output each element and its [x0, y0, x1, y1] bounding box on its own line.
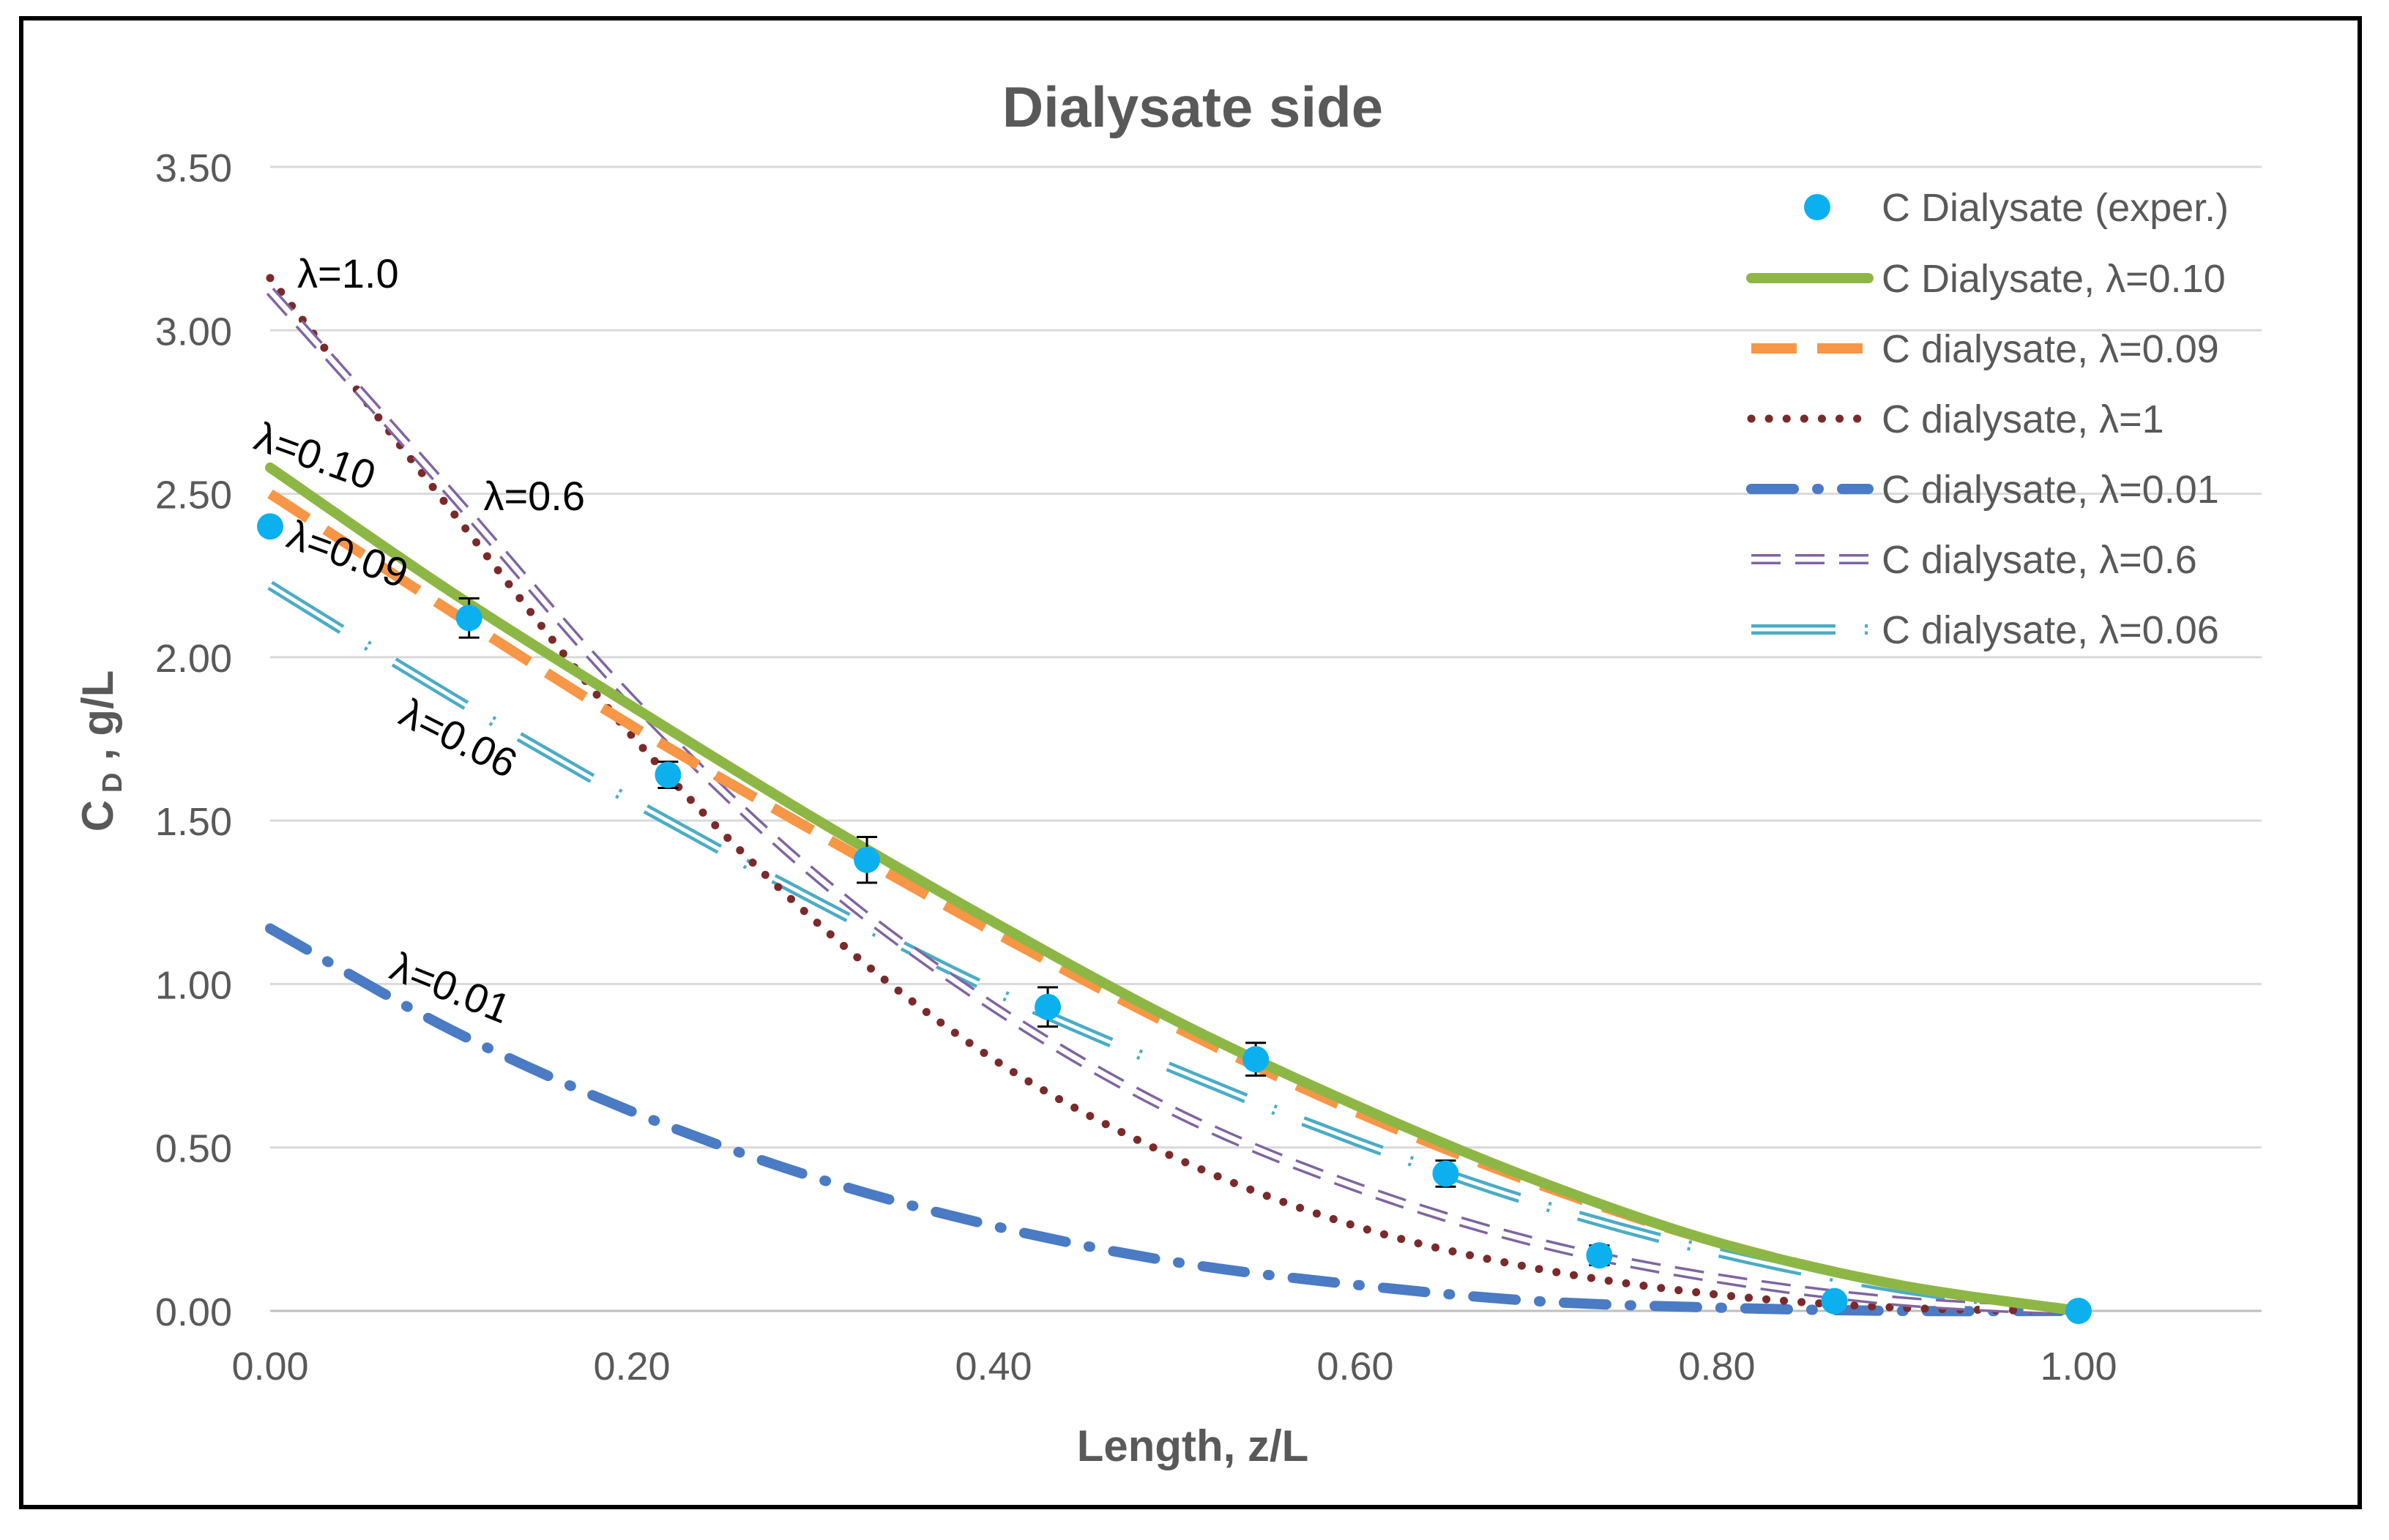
- data-point: [455, 605, 482, 632]
- annotation-label: λ=0.10: [249, 413, 381, 498]
- x-tick-label: 0.40: [955, 1345, 1032, 1388]
- series-line-1: [267, 489, 2080, 1316]
- chart-title: Dialysate side: [1002, 75, 1383, 139]
- annotation-label: λ=0.6: [483, 473, 585, 519]
- legend-item-1: C dialysate, λ=0.09: [1751, 327, 2219, 371]
- x-tick-labels: 0.00 0.20 0.40 0.60 0.80 1.00: [231, 1345, 2117, 1388]
- annotation-label: λ=1.0: [297, 250, 399, 296]
- series-4: [266, 288, 2079, 1316]
- series-line-4: [266, 288, 2079, 1316]
- gridlines: [270, 165, 2262, 1312]
- series-5: [267, 580, 2079, 1316]
- y-tick-label: 1.50: [155, 800, 232, 844]
- x-tick-label: 0.00: [231, 1345, 308, 1388]
- series-line-5: [267, 580, 2079, 1316]
- series-line-4-inner: [268, 289, 2079, 1314]
- data-point: [1432, 1160, 1459, 1187]
- y-tick-label: 2.50: [155, 474, 232, 517]
- x-tick-label: 0.80: [1678, 1345, 1755, 1388]
- y-tick-label: 2.00: [155, 637, 232, 681]
- y-axis-label-main: C: [73, 800, 122, 831]
- y-axis-label: CD , g/L: [73, 670, 128, 832]
- series-line-3: [265, 923, 2084, 1317]
- legend-label: C dialysate, λ=0.6: [1882, 538, 2197, 582]
- data-point: [854, 846, 881, 873]
- legend-item-5: C dialysate, λ=0.06: [1751, 608, 2219, 652]
- x-tick-label: 1.00: [2040, 1345, 2117, 1388]
- series-line-2: [266, 274, 2083, 1315]
- legend-item-3: C dialysate, λ=0.01: [1746, 468, 2219, 512]
- legend-label: C Dialysate (exper.): [1882, 186, 2229, 230]
- data-point: [655, 761, 682, 788]
- data-point: [1035, 993, 1062, 1020]
- x-axis-label: Length, z/L: [1077, 1421, 1309, 1470]
- y-tick-label: 1.00: [155, 963, 232, 1007]
- legend-item-2: C dialysate, λ=1: [1747, 397, 2164, 441]
- y-axis-label-sub: D: [97, 773, 128, 793]
- x-tick-label: 0.60: [1316, 1345, 1393, 1388]
- y-tick-label: 0.00: [155, 1290, 232, 1334]
- legend-item-0: C Dialysate, λ=0.10: [1746, 257, 2226, 301]
- legend-label: C dialysate, λ=0.09: [1882, 327, 2219, 371]
- legend-label: C dialysate, λ=1: [1882, 397, 2164, 441]
- legend-label: C Dialysate, λ=0.10: [1882, 257, 2226, 301]
- legend-label: C dialysate, λ=0.01: [1882, 468, 2219, 512]
- series-2: [266, 274, 2083, 1315]
- series-1: [267, 489, 2080, 1316]
- y-axis-label-rest: , g/L: [73, 670, 122, 773]
- y-tick-labels: 0.00 0.50 1.00 1.50 2.00 2.50 3.00 3.50: [155, 146, 232, 1334]
- y-tick-label: 0.50: [155, 1127, 232, 1171]
- experimental-points: [257, 513, 2092, 1324]
- chart-frame: Dialysate side 0.00 0.50 1.00 1.50 2.00 2.50 3…: [19, 16, 2362, 1509]
- legend-item-experimental: C Dialysate (exper.): [1804, 186, 2229, 230]
- legend: C Dialysate (exper.) C Dialysate, λ=0.10 C…: [1746, 186, 2229, 652]
- legend-label: C dialysate, λ=0.06: [1882, 608, 2219, 652]
- data-point: [1821, 1287, 1848, 1315]
- x-tick-label: 0.20: [593, 1345, 670, 1388]
- legend-marker-point: [1804, 194, 1830, 220]
- series-line-5-inner: [269, 583, 2079, 1313]
- series-line-0: [265, 462, 2084, 1316]
- annotation-label: λ=0.01: [384, 943, 517, 1032]
- series-0: [265, 462, 2084, 1316]
- data-point: [1586, 1242, 1613, 1269]
- y-tick-label: 3.00: [155, 310, 232, 354]
- data-point: [1242, 1046, 1270, 1073]
- data-point: [257, 513, 283, 540]
- series-layer: [265, 274, 2084, 1317]
- y-tick-label: 3.50: [155, 146, 232, 190]
- legend-item-4: C dialysate, λ=0.6: [1751, 538, 2197, 582]
- chart-svg: Dialysate side 0.00 0.50 1.00 1.50 2.00 2.50 3…: [73, 75, 2262, 1470]
- series-3: [265, 923, 2084, 1317]
- data-point: [2065, 1298, 2092, 1324]
